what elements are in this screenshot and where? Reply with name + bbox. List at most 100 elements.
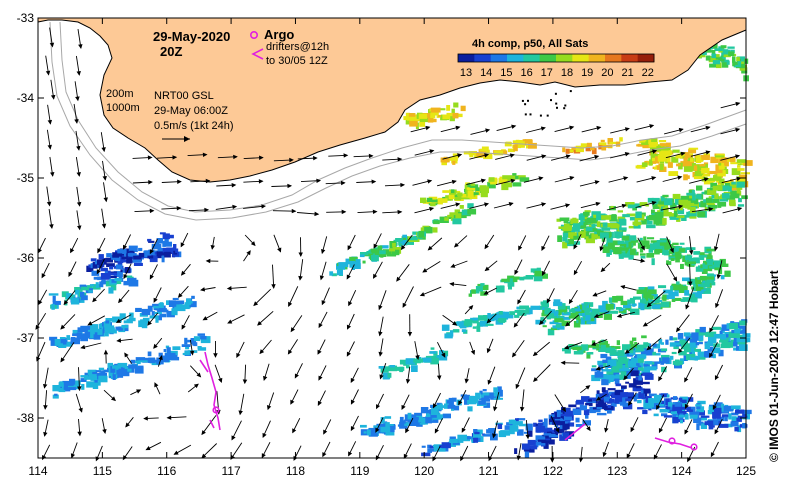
sst-pixel [543,325,547,327]
sst-pixel [601,379,608,386]
sst-pixel [576,418,580,423]
sst-pixel [329,271,333,275]
sst-pixel [630,341,634,345]
colorbar-segment [556,54,573,62]
sst-pixel [673,396,677,400]
sst-pixel [662,252,666,255]
sst-pixel [618,241,625,245]
sst-pixel [679,248,685,252]
sst-pixel [649,295,653,299]
sst-pixel [476,286,483,292]
sst-pixel [360,255,365,258]
sst-pixel [660,143,670,147]
sst-pixel [696,342,699,345]
y-tick-label: -36 [17,251,35,265]
sst-pixel [487,313,491,319]
sst-pixel [606,348,616,354]
sst-pixel [734,338,737,342]
sst-pixel [185,347,189,349]
sst-pixel [106,253,112,257]
sst-pixel [133,256,142,260]
colorbar-segment [507,54,524,62]
sst-pixel [442,190,450,193]
sst-pixel [421,453,430,457]
sst-pixel [449,439,458,443]
sst-pixel [512,182,521,186]
sst-pixel [637,400,642,403]
sst-pixel [482,399,490,402]
sst-pixel [378,246,383,251]
sst-pixel [619,219,626,225]
sst-pixel [483,434,493,437]
sst-pixel [619,247,629,250]
sst-pixel [685,255,692,260]
sst-pixel [700,327,706,333]
sst-pixel [100,268,108,272]
sst-pixel [597,413,607,415]
sst-pixel [460,205,464,209]
sst-pixel [514,315,519,318]
sst-pixel [457,321,464,326]
sst-pixel [193,342,197,346]
sst-pixel [696,186,702,191]
sst-pixel [68,387,76,390]
sst-pixel [157,238,163,244]
sst-pixel [121,257,127,260]
sst-pixel [452,218,461,224]
sst-pixel [681,299,685,302]
sst-pixel [720,331,723,334]
sst-pixel [430,113,439,116]
sst-pixel [637,355,647,359]
sst-pixel [609,297,613,303]
sst-pixel [680,264,684,269]
sst-pixel [414,413,422,417]
sst-pixel [693,251,700,255]
island-dot [556,107,558,109]
sst-pixel [610,223,619,228]
contour-1000-label: 1000m [106,102,140,114]
sst-pixel [676,215,684,218]
sst-pixel [697,211,705,217]
sst-pixel [563,424,570,430]
sst-pixel [625,398,631,401]
sst-pixel [138,248,142,251]
sst-pixel [473,438,478,443]
sst-pixel [574,351,583,355]
sst-pixel [96,370,102,372]
sst-pixel [77,333,83,340]
sst-pixel [571,309,576,313]
sst-pixel [741,195,748,199]
sst-pixel [673,285,683,291]
sst-pixel [182,344,191,347]
sst-pixel [198,346,202,349]
sst-pixel [587,308,592,310]
sst-pixel [635,212,641,219]
sst-pixel [654,414,659,417]
sst-pixel [96,282,99,288]
sst-pixel [121,325,128,328]
sst-pixel [157,309,165,311]
sst-pixel [737,159,747,163]
sst-pixel [486,324,494,326]
sst-pixel [597,221,601,227]
sst-pixel [597,404,602,407]
sst-pixel [629,242,632,249]
sst-pixel [154,312,162,314]
sst-pixel [572,218,576,224]
sst-pixel [500,390,503,397]
sst-pixel [646,253,654,258]
sst-pixel [699,255,707,257]
sst-pixel [719,166,725,170]
sst-pixel [741,172,750,174]
sst-pixel [608,388,616,390]
sst-pixel [474,432,479,434]
sst-pixel [633,222,642,226]
sst-pixel [675,256,680,263]
sst-pixel [349,261,355,268]
sst-pixel [411,365,418,372]
sst-pixel [689,148,699,150]
island-dot [547,115,549,117]
sst-pixel [147,239,151,242]
sst-pixel [184,338,187,345]
sst-pixel [568,405,576,408]
